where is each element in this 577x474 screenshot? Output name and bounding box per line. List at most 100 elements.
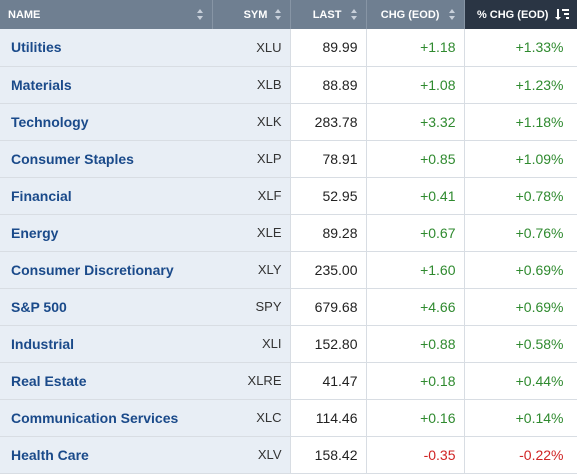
column-header-chg-label: CHG (EOD) bbox=[380, 8, 440, 21]
column-header-name[interactable]: NAME bbox=[0, 0, 213, 29]
last-price-cell: 235.00 bbox=[290, 251, 367, 289]
last-price-cell: 89.99 bbox=[290, 29, 367, 67]
change-cell: +0.67 bbox=[366, 214, 465, 252]
change-cell: +1.60 bbox=[366, 251, 465, 289]
sector-name-cell: Consumer Staples bbox=[0, 140, 212, 178]
sort-toggle-icon bbox=[448, 8, 456, 21]
sector-name-link[interactable]: Technology bbox=[11, 113, 89, 130]
percent-change-cell: +0.58% bbox=[464, 325, 577, 363]
sector-name-cell: Real Estate bbox=[0, 362, 212, 400]
symbol-cell: XLK bbox=[212, 103, 291, 141]
change-cell: +0.88 bbox=[366, 325, 465, 363]
change-cell: +0.16 bbox=[366, 399, 465, 437]
sector-name-cell: Health Care bbox=[0, 436, 212, 474]
table-row: Materials XLB 88.89 +1.08 +1.23% bbox=[0, 66, 577, 104]
table-row: Technology XLK 283.78 +3.32 +1.18% bbox=[0, 103, 577, 141]
table-row: S&P 500 SPY 679.68 +4.66 +0.69% bbox=[0, 288, 577, 326]
sector-name-link[interactable]: Consumer Staples bbox=[11, 150, 134, 167]
sector-name-cell: Financial bbox=[0, 177, 212, 215]
sector-name-cell: Utilities bbox=[0, 29, 212, 67]
last-price-cell: 88.89 bbox=[290, 66, 367, 104]
change-cell: +4.66 bbox=[366, 288, 465, 326]
symbol-cell: XLF bbox=[212, 177, 291, 215]
percent-change-cell: +0.69% bbox=[464, 251, 577, 289]
table-row: Health Care XLV 158.42 -0.35 -0.22% bbox=[0, 436, 577, 474]
column-header-name-label: NAME bbox=[8, 8, 41, 21]
percent-change-cell: +1.18% bbox=[464, 103, 577, 141]
symbol-cell: XLY bbox=[212, 251, 291, 289]
sector-name-link[interactable]: Real Estate bbox=[11, 372, 87, 389]
sector-name-link[interactable]: S&P 500 bbox=[11, 298, 67, 315]
sector-name-link[interactable]: Consumer Discretionary bbox=[11, 261, 174, 278]
table-row: Utilities XLU 89.99 +1.18 +1.33% bbox=[0, 29, 577, 67]
sort-toggle-icon bbox=[196, 9, 204, 21]
symbol-cell: XLC bbox=[212, 399, 291, 437]
last-price-cell: 89.28 bbox=[290, 214, 367, 252]
sector-name-link[interactable]: Energy bbox=[11, 224, 59, 241]
sort-toggle-icon bbox=[350, 8, 358, 21]
table-row: Consumer Staples XLP 78.91 +0.85 +1.09% bbox=[0, 140, 577, 178]
column-header-last-label: LAST bbox=[312, 8, 342, 21]
symbol-cell: XLP bbox=[212, 140, 291, 178]
last-price-cell: 41.47 bbox=[290, 362, 367, 400]
table-row: Industrial XLI 152.80 +0.88 +0.58% bbox=[0, 325, 577, 363]
change-cell: +0.18 bbox=[366, 362, 465, 400]
last-price-cell: 679.68 bbox=[290, 288, 367, 326]
column-header-pct-chg-label: % CHG (EOD) bbox=[476, 8, 549, 21]
sort-toggle-icon bbox=[274, 8, 282, 21]
symbol-cell: XLE bbox=[212, 214, 291, 252]
sector-name-cell: Materials bbox=[0, 66, 212, 104]
percent-change-cell: +1.23% bbox=[464, 66, 577, 104]
symbol-cell: XLRE bbox=[212, 362, 291, 400]
percent-change-cell: +0.76% bbox=[464, 214, 577, 252]
last-price-cell: 78.91 bbox=[290, 140, 367, 178]
sector-name-link[interactable]: Utilities bbox=[11, 39, 62, 56]
table-header-row: NAME SYM LAST CHG (EOD) % CHG (EOD) bbox=[0, 0, 577, 29]
last-price-cell: 114.46 bbox=[290, 399, 367, 437]
sector-name-cell: Industrial bbox=[0, 325, 212, 363]
sort-descending-icon bbox=[554, 9, 569, 21]
percent-change-cell: +0.14% bbox=[464, 399, 577, 437]
sector-name-link[interactable]: Communication Services bbox=[11, 409, 179, 426]
change-cell: +1.18 bbox=[366, 29, 465, 67]
change-cell: +1.08 bbox=[366, 66, 465, 104]
table-row: Communication Services XLC 114.46 +0.16 +0.1… bbox=[0, 399, 577, 437]
change-cell: +3.32 bbox=[366, 103, 465, 141]
percent-change-cell: +0.69% bbox=[464, 288, 577, 326]
last-price-cell: 152.80 bbox=[290, 325, 367, 363]
column-header-chg[interactable]: CHG (EOD) bbox=[366, 0, 465, 29]
column-header-sym[interactable]: SYM bbox=[212, 0, 291, 29]
symbol-cell: XLU bbox=[212, 29, 291, 67]
last-price-cell: 283.78 bbox=[290, 103, 367, 141]
sector-name-cell: Energy bbox=[0, 214, 212, 252]
last-price-cell: 52.95 bbox=[290, 177, 367, 215]
symbol-cell: XLB bbox=[212, 66, 291, 104]
symbol-cell: XLI bbox=[212, 325, 291, 363]
sector-name-link[interactable]: Materials bbox=[11, 76, 72, 93]
change-cell: +0.41 bbox=[366, 177, 465, 215]
table-row: Energy XLE 89.28 +0.67 +0.76% bbox=[0, 214, 577, 252]
table-row: Financial XLF 52.95 +0.41 +0.78% bbox=[0, 177, 577, 215]
symbol-cell: XLV bbox=[212, 436, 291, 474]
sector-name-cell: S&P 500 bbox=[0, 288, 212, 326]
change-cell: -0.35 bbox=[366, 436, 465, 474]
percent-change-cell: +0.78% bbox=[464, 177, 577, 215]
percent-change-cell: +0.44% bbox=[464, 362, 577, 400]
symbol-cell: SPY bbox=[212, 288, 291, 326]
column-header-pct-chg[interactable]: % CHG (EOD) bbox=[464, 0, 577, 29]
sector-name-link[interactable]: Industrial bbox=[11, 335, 75, 352]
column-header-sym-label: SYM bbox=[243, 8, 268, 21]
sector-name-cell: Communication Services bbox=[0, 399, 212, 437]
table-row: Real Estate XLRE 41.47 +0.18 +0.44% bbox=[0, 362, 577, 400]
last-price-cell: 158.42 bbox=[290, 436, 367, 474]
sector-name-cell: Technology bbox=[0, 103, 212, 141]
sector-name-link[interactable]: Health Care bbox=[11, 446, 89, 463]
table-row: Consumer Discretionary XLY 235.00 +1.60 +0.6… bbox=[0, 251, 577, 289]
percent-change-cell: +1.09% bbox=[464, 140, 577, 178]
column-header-last[interactable]: LAST bbox=[290, 0, 367, 29]
change-cell: +0.85 bbox=[366, 140, 465, 178]
sector-name-link[interactable]: Financial bbox=[11, 187, 72, 204]
sector-name-cell: Consumer Discretionary bbox=[0, 251, 212, 289]
percent-change-cell: +1.33% bbox=[464, 29, 577, 67]
